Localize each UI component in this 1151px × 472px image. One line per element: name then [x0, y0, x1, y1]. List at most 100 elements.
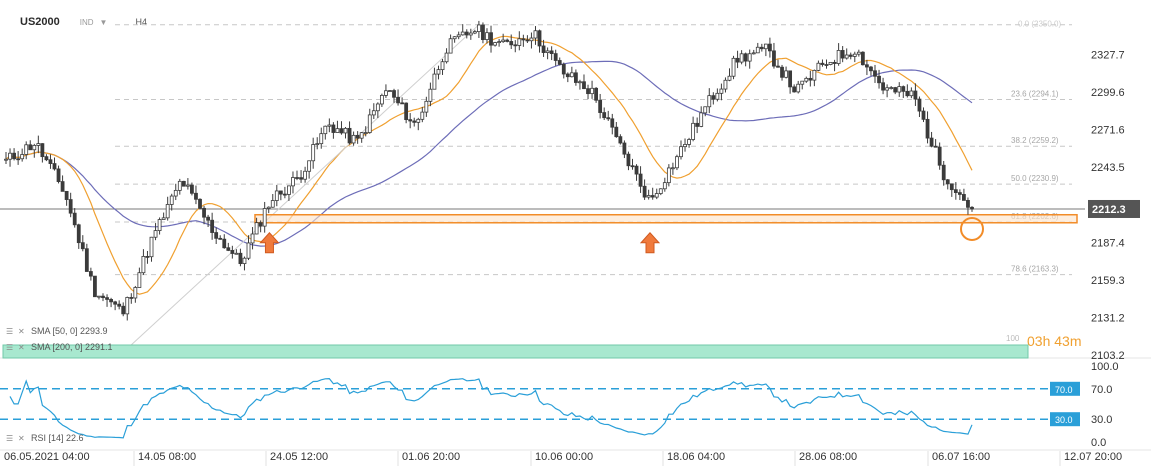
candle-body	[351, 134, 356, 144]
candle-body	[250, 233, 255, 244]
candle-body	[662, 182, 667, 190]
candle-body	[881, 82, 885, 91]
candle-body	[606, 117, 611, 120]
candle-body	[24, 144, 29, 155]
candle-body	[780, 66, 784, 78]
candle-body	[848, 54, 853, 57]
candle-body	[93, 275, 97, 298]
candle-body	[966, 200, 970, 208]
time-tick-label: 12.07 20:00	[1064, 451, 1122, 463]
candle-body	[319, 133, 324, 145]
candle-body	[788, 70, 793, 88]
candle-body	[489, 32, 493, 46]
settings-icon[interactable]: ☰	[6, 327, 13, 336]
candle-body	[476, 24, 481, 32]
sma200-line	[5, 60, 973, 247]
candle-body	[561, 63, 566, 75]
candle-body	[375, 103, 380, 112]
time-tick-label: 14.05 08:00	[138, 451, 196, 463]
candle-body	[759, 46, 764, 50]
chevron-down-icon[interactable]: ▼	[99, 17, 108, 27]
sma200-legend[interactable]: SMA [200, 0] 2291.1	[31, 342, 113, 352]
price-tick-label: 2243.5	[1091, 162, 1125, 174]
close-icon[interactable]: ✕	[18, 343, 25, 352]
candle-body	[970, 206, 974, 210]
candle-body	[137, 272, 142, 288]
candle-body	[238, 252, 243, 265]
price-tick-label: 2299.6	[1091, 87, 1125, 99]
candle-body	[654, 193, 659, 198]
time-tick-label: 06.07 16:00	[932, 451, 990, 463]
candle-body	[355, 134, 360, 139]
candle-body	[804, 77, 809, 82]
candle-body	[650, 195, 655, 198]
candle-body	[828, 61, 833, 65]
rsi-legend-label[interactable]: RSI [14] 22.6	[31, 433, 84, 443]
candle-body	[860, 51, 865, 66]
candle-body	[456, 34, 461, 38]
candle-body	[52, 163, 57, 170]
candle-body	[242, 257, 247, 265]
candle-body	[945, 179, 950, 185]
candle-body	[553, 53, 558, 61]
candle-body	[101, 295, 105, 299]
candle-body	[125, 297, 130, 315]
close-icon[interactable]: ✕	[18, 327, 25, 336]
exchange-label: IND	[79, 17, 94, 27]
close-icon[interactable]: ✕	[18, 434, 25, 443]
symbol-label[interactable]: US2000	[20, 16, 60, 28]
candle-body	[796, 83, 801, 93]
price-tick-label: 2159.3	[1091, 275, 1125, 287]
candle-body	[384, 90, 388, 96]
candle-body	[464, 31, 469, 36]
fib-trend-line-group	[122, 24, 480, 353]
candle-body	[327, 124, 332, 127]
candle-body	[869, 66, 873, 72]
candle-body	[396, 96, 400, 104]
candle-body	[873, 70, 877, 77]
candle-body	[537, 30, 542, 47]
candle-body	[379, 94, 384, 105]
candle-body	[234, 252, 239, 255]
candle-body	[278, 190, 283, 195]
candle-body	[594, 87, 599, 101]
candle-body	[64, 190, 69, 200]
time-tick-label: 10.06 00:00	[535, 451, 593, 463]
rsi-tick-label: 70.0	[1091, 384, 1112, 396]
candle-body	[949, 183, 954, 191]
candle-body	[436, 69, 441, 75]
candle-body	[169, 195, 174, 205]
candle-body	[493, 42, 497, 46]
candle-body	[962, 194, 966, 201]
candle-body	[533, 30, 538, 39]
candle-body	[36, 143, 41, 146]
candle-body	[76, 224, 81, 244]
candle-body	[210, 219, 215, 233]
candle-body	[824, 64, 829, 66]
price-tick-label: 2103.2	[1091, 350, 1125, 362]
settings-icon[interactable]: ☰	[6, 343, 13, 352]
candle-body	[12, 152, 16, 160]
candle-body	[105, 297, 109, 300]
time-axis: 06.05.2021 04:00 14.05 08:00 24.05 12:00 01…	[4, 451, 1122, 466]
candle-body	[820, 62, 825, 65]
candle-body	[266, 206, 271, 209]
candle-body	[937, 146, 942, 166]
candle-body	[642, 185, 647, 198]
candle-body	[258, 222, 263, 227]
candle-body	[885, 87, 890, 91]
rsi-tick-label: 30.0	[1091, 414, 1112, 426]
candle-body	[897, 86, 902, 93]
candle-body	[751, 52, 756, 55]
fib-level-label: 23.6 (2294.1)	[1011, 90, 1059, 99]
candle-body	[800, 80, 805, 85]
timeframe-label[interactable]: H4	[135, 17, 147, 27]
candle-body	[638, 173, 643, 187]
candle-body	[501, 39, 506, 43]
sma50-legend[interactable]: SMA [50, 0] 2293.9	[31, 326, 108, 336]
settings-icon[interactable]: ☰	[6, 434, 13, 443]
support-arrow-icon	[639, 232, 661, 254]
rsi-level-70-label: 70.0	[1055, 385, 1073, 395]
candle-body	[400, 102, 405, 105]
